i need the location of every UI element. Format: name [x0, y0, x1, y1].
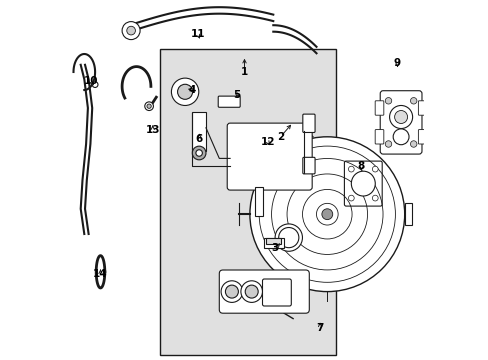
Circle shape — [385, 141, 391, 147]
Text: 13: 13 — [145, 125, 160, 135]
Circle shape — [278, 228, 298, 248]
Circle shape — [389, 105, 412, 129]
FancyBboxPatch shape — [418, 101, 426, 115]
Text: 11: 11 — [190, 29, 204, 39]
Text: 10: 10 — [84, 76, 99, 86]
FancyBboxPatch shape — [302, 114, 314, 132]
Text: 9: 9 — [393, 58, 400, 68]
Circle shape — [122, 22, 140, 40]
Circle shape — [392, 129, 408, 145]
Circle shape — [192, 146, 205, 160]
Circle shape — [394, 111, 407, 123]
Bar — [265, 238, 280, 244]
Bar — [160, 49, 336, 355]
Text: 4: 4 — [188, 85, 196, 95]
Text: 12: 12 — [260, 137, 275, 147]
Circle shape — [385, 98, 391, 104]
FancyBboxPatch shape — [374, 130, 383, 144]
Text: 6: 6 — [196, 134, 203, 144]
Circle shape — [348, 166, 353, 172]
Circle shape — [126, 26, 135, 35]
FancyBboxPatch shape — [344, 161, 382, 206]
FancyBboxPatch shape — [262, 279, 291, 306]
Circle shape — [372, 195, 377, 201]
FancyBboxPatch shape — [302, 157, 314, 174]
Bar — [192, 112, 205, 151]
Circle shape — [249, 137, 404, 292]
Circle shape — [244, 285, 258, 298]
Text: 2: 2 — [276, 132, 284, 142]
Bar — [264, 238, 284, 248]
Circle shape — [146, 104, 151, 108]
FancyBboxPatch shape — [227, 123, 311, 190]
Circle shape — [275, 224, 302, 251]
Bar — [255, 187, 263, 216]
FancyBboxPatch shape — [418, 130, 426, 144]
Text: 14: 14 — [93, 269, 107, 279]
FancyBboxPatch shape — [380, 91, 421, 154]
Text: 5: 5 — [233, 90, 241, 100]
Text: 3: 3 — [271, 243, 278, 253]
Text: 1: 1 — [241, 67, 247, 77]
Circle shape — [221, 281, 242, 302]
Circle shape — [241, 281, 262, 302]
Circle shape — [177, 84, 192, 99]
Circle shape — [196, 150, 202, 156]
Circle shape — [225, 285, 238, 298]
Circle shape — [348, 195, 353, 201]
Circle shape — [171, 78, 199, 105]
FancyBboxPatch shape — [219, 270, 309, 313]
Circle shape — [372, 166, 377, 172]
Ellipse shape — [350, 171, 374, 196]
FancyBboxPatch shape — [218, 96, 240, 107]
Bar — [404, 203, 411, 225]
Circle shape — [409, 98, 416, 104]
Circle shape — [92, 82, 98, 87]
Circle shape — [321, 209, 332, 220]
Circle shape — [144, 102, 153, 111]
Text: 8: 8 — [357, 161, 365, 171]
Text: 7: 7 — [316, 323, 323, 333]
FancyBboxPatch shape — [374, 101, 383, 115]
Circle shape — [409, 141, 416, 147]
